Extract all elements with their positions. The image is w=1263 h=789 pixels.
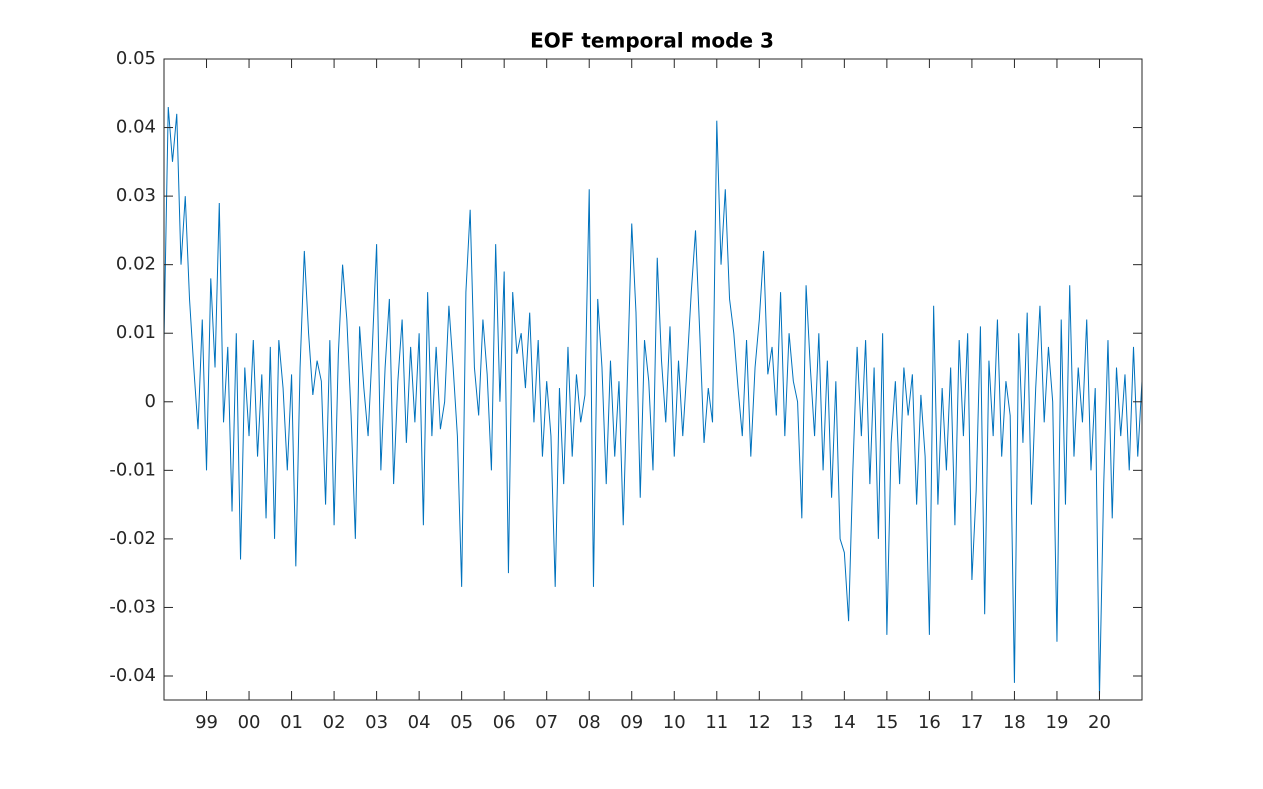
x-tick-label: 13 bbox=[790, 712, 813, 733]
y-tick-label: 0.02 bbox=[116, 254, 156, 275]
y-tick-label: 0.05 bbox=[116, 48, 156, 69]
x-tick-label: 11 bbox=[705, 712, 728, 733]
y-tick-label: 0 bbox=[145, 391, 156, 412]
x-tick-label: 00 bbox=[238, 712, 261, 733]
x-tick-label: 19 bbox=[1046, 712, 1069, 733]
x-tick-label: 07 bbox=[535, 712, 558, 733]
x-tick-label: 01 bbox=[280, 712, 303, 733]
x-tick-label: 02 bbox=[323, 712, 346, 733]
x-tick-label: 12 bbox=[748, 712, 771, 733]
x-tick-label: 06 bbox=[493, 712, 516, 733]
x-tick-label: 18 bbox=[1003, 712, 1026, 733]
x-tick-label: 99 bbox=[195, 712, 218, 733]
data-line bbox=[163, 106, 1143, 697]
y-tick-label: 0.04 bbox=[116, 117, 156, 138]
y-tick-label: -0.01 bbox=[109, 459, 156, 480]
x-tick-label: 20 bbox=[1088, 712, 1111, 733]
y-tick-label: 0.01 bbox=[116, 322, 156, 343]
x-tick-label: 17 bbox=[960, 712, 983, 733]
x-tick-label: 08 bbox=[578, 712, 601, 733]
y-tick-label: -0.03 bbox=[109, 596, 156, 617]
x-tick-label: 04 bbox=[408, 712, 431, 733]
y-tick-label: -0.02 bbox=[109, 528, 156, 549]
y-tick-label: 0.03 bbox=[116, 185, 156, 206]
x-tick-label: 03 bbox=[365, 712, 388, 733]
x-tick-label: 16 bbox=[918, 712, 941, 733]
x-tick-label: 09 bbox=[620, 712, 643, 733]
plot-area bbox=[163, 106, 1143, 697]
x-tick-label: 05 bbox=[450, 712, 473, 733]
x-tick-label: 14 bbox=[833, 712, 856, 733]
y-tick-label: -0.04 bbox=[109, 665, 156, 686]
x-tick-label: 10 bbox=[663, 712, 686, 733]
chart-title: EOF temporal mode 3 bbox=[530, 29, 774, 53]
x-tick-label: 15 bbox=[875, 712, 898, 733]
axes-box bbox=[163, 58, 1143, 701]
